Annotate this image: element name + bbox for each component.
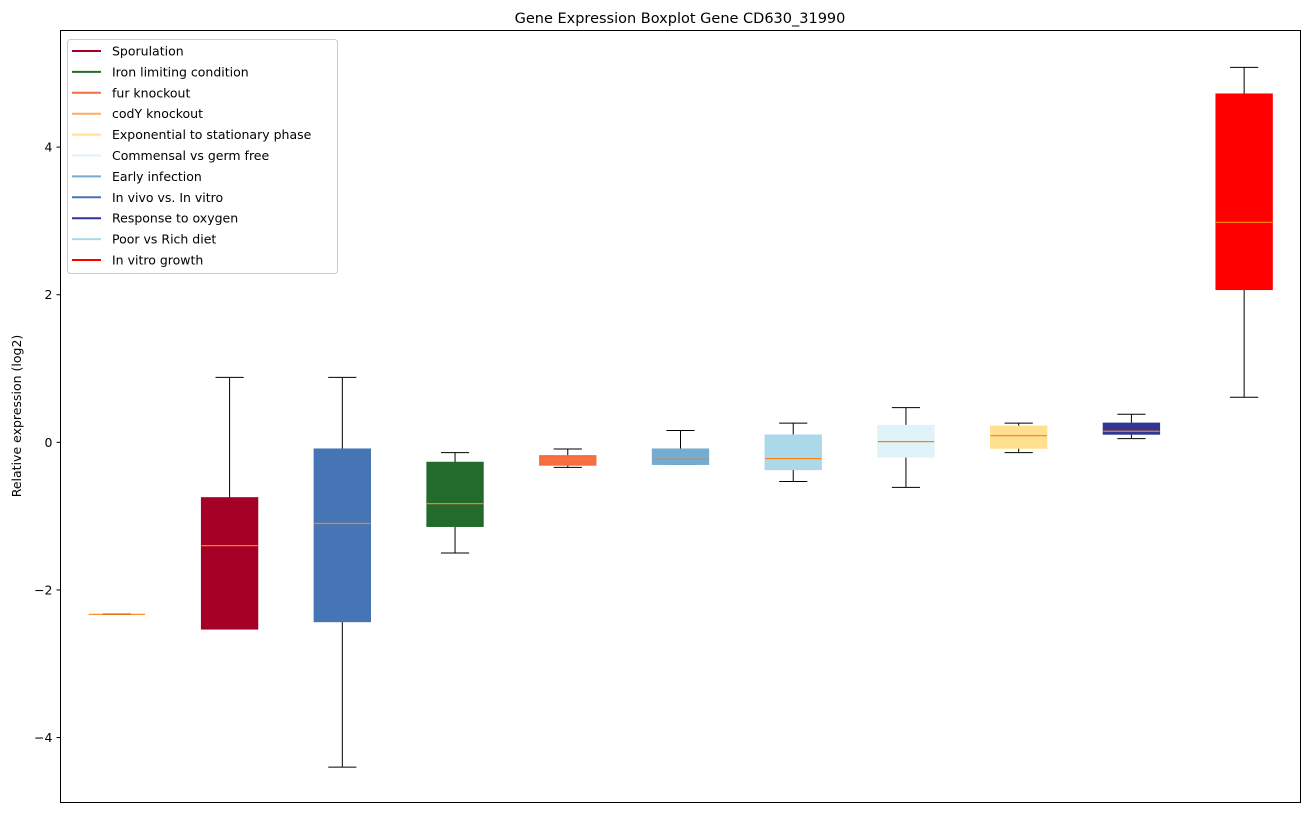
box-iqr [426, 461, 484, 527]
box-in-vitro-growth [1215, 66, 1273, 398]
y-tick-label: −2 [34, 582, 52, 597]
legend-frame [67, 39, 338, 274]
box-iqr [651, 448, 710, 465]
legend-item: Iron limiting condition [72, 64, 249, 79]
legend-item: Exponential to stationary phase [72, 127, 312, 142]
y-axis-label: Relative expression (log2) [9, 335, 24, 498]
box-early-infection [651, 430, 710, 465]
legend-label: Iron limiting condition [112, 64, 249, 79]
legend-item: In vitro growth [72, 253, 203, 268]
y-axis: −4 −2 0 2 4 [34, 140, 61, 745]
legend-item: Commensal vs germ free [72, 148, 269, 163]
box-iqr [990, 425, 1048, 449]
y-tick-label: −4 [34, 730, 52, 745]
box-iqr [1215, 93, 1273, 291]
legend-label: codY knockout [112, 106, 203, 121]
box-iqr [764, 434, 822, 471]
legend-label: In vivo vs. In vitro [112, 190, 223, 205]
legend-item: Early infection [72, 169, 202, 184]
box-in-vivo-vs-in-vitro [313, 376, 371, 768]
legend-item: Sporulation [72, 44, 184, 59]
legend: Sporulation Iron limiting condition fur kn… [67, 39, 338, 274]
legend-label: In vitro growth [112, 253, 203, 268]
box-response-to-oxygen [1102, 413, 1161, 440]
legend-item: Poor vs Rich diet [72, 232, 216, 247]
legend-label: Poor vs Rich diet [112, 232, 216, 247]
y-tick-label: 2 [45, 287, 53, 302]
box-iron-limiting-condition [426, 452, 484, 554]
legend-item: Response to oxygen [72, 211, 238, 226]
box-exponential-to-stationary-phase [990, 422, 1048, 454]
legend-item: In vivo vs. In vitro [72, 190, 223, 205]
legend-item: fur knockout [72, 85, 190, 100]
box-sporulation [200, 376, 259, 630]
chart-title: Gene Expression Boxplot Gene CD630_31990 [515, 11, 846, 27]
plot-frame [60, 30, 1301, 803]
box-iqr [1102, 422, 1161, 435]
legend-label: Early infection [112, 169, 202, 184]
box-iqr [539, 455, 597, 466]
legend-item: codY knockout [72, 106, 203, 121]
box-fur-knockout [539, 448, 597, 468]
box-poor-vs-rich-diet [764, 422, 822, 482]
box-iqr [313, 448, 371, 623]
legend-label: Response to oxygen [112, 211, 238, 226]
box-iqr [200, 497, 259, 630]
legend-label: fur knockout [112, 85, 190, 100]
boxes [88, 66, 1273, 768]
y-tick-label: 0 [45, 435, 53, 450]
y-tick-label: 4 [45, 140, 53, 155]
legend-label: Commensal vs germ free [112, 148, 269, 163]
box-commensal-vs-germ-free [877, 407, 935, 488]
legend-label: Sporulation [112, 44, 184, 59]
legend-label: Exponential to stationary phase [112, 127, 312, 142]
